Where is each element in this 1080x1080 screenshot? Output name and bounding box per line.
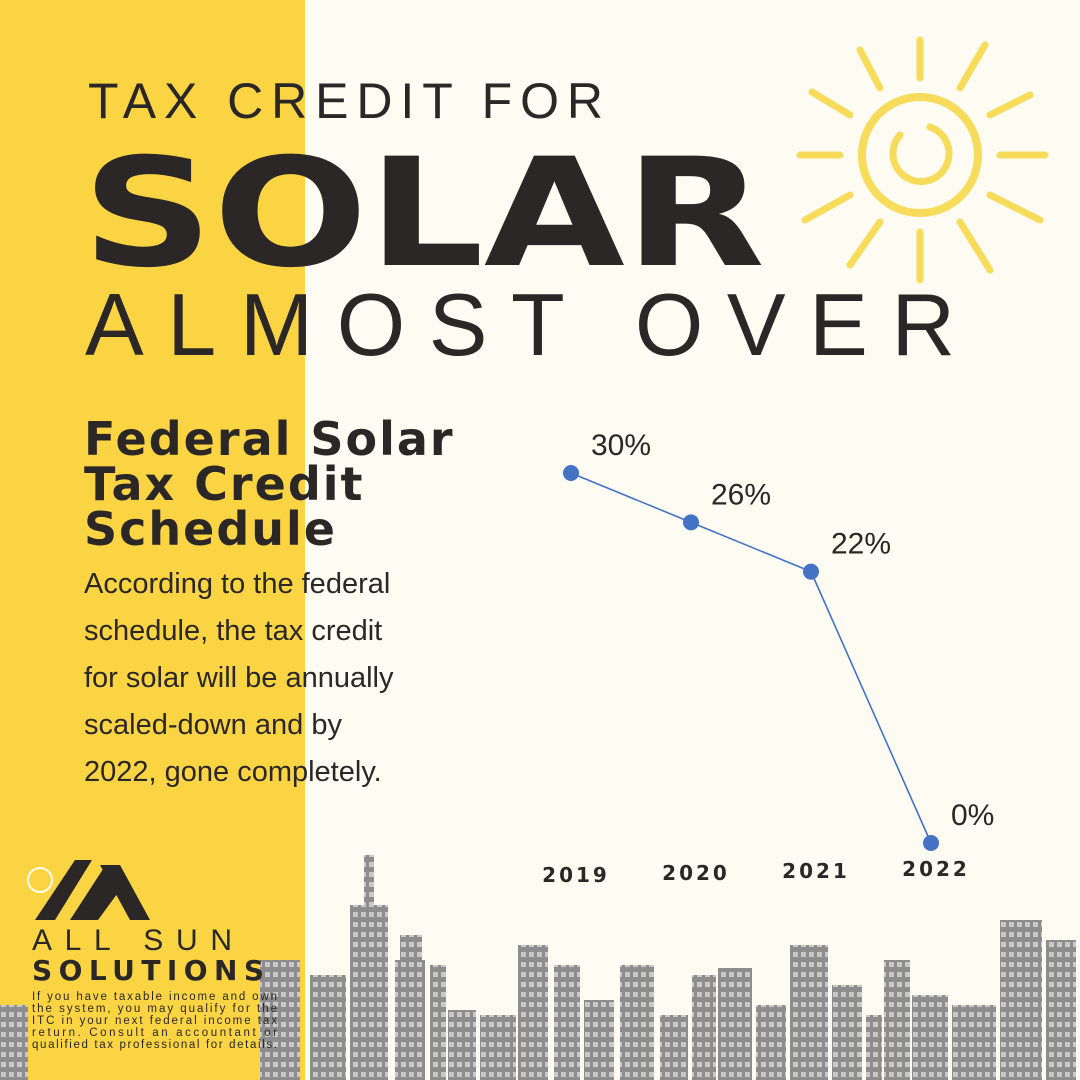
- sun-icon: [796, 36, 1049, 284]
- logo-name: SOLUTIONS: [32, 954, 264, 987]
- point: [563, 465, 579, 481]
- skyline: [0, 855, 1076, 1080]
- section-body: for solar will be annually: [84, 662, 394, 694]
- logo-mark: [27, 860, 150, 920]
- disclaimer: qualified tax professional for details.: [32, 1039, 277, 1051]
- section-title: Federal Solar: [84, 412, 455, 466]
- title-main: SOLAR: [82, 127, 765, 301]
- title-line: ALMOST OVER: [85, 275, 955, 374]
- value-label: 26%: [711, 478, 771, 511]
- section-body: According to the federal: [84, 568, 390, 600]
- value-label: 0%: [951, 799, 994, 832]
- x-tick-label: 2020: [662, 861, 730, 885]
- line: [570, 472, 932, 844]
- point: [683, 514, 699, 531]
- disclaimer: the system, you may qualify for the: [32, 1003, 277, 1015]
- title-line: TAX CREDIT FOR: [88, 73, 603, 129]
- disclaimer: ITC in your next federal income tax: [32, 1015, 277, 1027]
- disclaimer: return. Consult an accountant or: [32, 1027, 277, 1039]
- x-tick-label: 2021: [782, 859, 850, 883]
- section-body: scaled-down and by: [84, 709, 342, 741]
- section-title: Schedule: [84, 502, 337, 556]
- section-title: Tax Credit: [84, 457, 365, 511]
- x-tick-label: 2022: [902, 857, 970, 881]
- value-label: 22%: [831, 528, 891, 561]
- section-body: schedule, the tax credit: [84, 615, 382, 647]
- point: [803, 563, 819, 580]
- value-label: 30%: [591, 429, 651, 462]
- point: [923, 835, 939, 851]
- section-body: 2022, gone completely.: [84, 756, 382, 788]
- x-tick-label: 2019: [542, 863, 610, 887]
